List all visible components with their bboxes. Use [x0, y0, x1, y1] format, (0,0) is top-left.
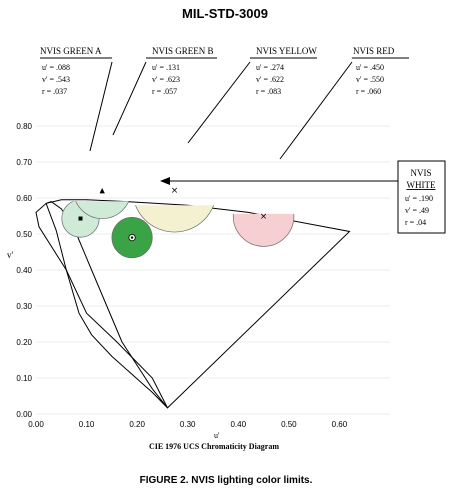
- region-nvis-green-b: [75, 201, 130, 219]
- yellow-r: r = .083: [256, 87, 281, 96]
- y-tick-label: 0.80: [16, 122, 32, 131]
- diagram-subtitle: CIE 1976 UCS Chromaticity Diagram: [149, 442, 279, 451]
- red-name: NVIS RED: [353, 46, 395, 56]
- x-tick-labels: 0.00 0.10 0.20 0.30 0.40 0.50 0.60: [28, 420, 348, 429]
- y-tick-label: 0.40: [16, 266, 32, 275]
- white-v: v' = .49: [405, 206, 429, 215]
- marker-1: ×: [171, 186, 179, 196]
- marker-2: ×: [260, 212, 268, 222]
- x-tick-label: 0.00: [28, 420, 44, 429]
- figure-caption: FIGURE 2. NVIS lighting color limits.: [140, 475, 313, 486]
- y-tick-label: 0.60: [16, 194, 32, 203]
- green-a-name: NVIS GREEN A: [40, 46, 102, 56]
- y-tick-label: 0.00: [16, 410, 32, 419]
- label-red: NVIS RED u' = .450 v' = .550 r = .060: [352, 46, 409, 96]
- x-tick-label: 0.10: [79, 420, 95, 429]
- white-label-box: [397, 160, 446, 234]
- marker-0: ▲: [100, 187, 106, 195]
- y-axis-label: v': [7, 250, 14, 260]
- arrow-white-head: [160, 177, 170, 185]
- arrow-red: [279, 61, 353, 160]
- annotation-arrows: [89, 61, 398, 185]
- nvis-regions: [61, 201, 295, 259]
- y-tick-labels: 0.00 0.10 0.20 0.30 0.40 0.50 0.60 0.70 0.80: [16, 122, 32, 419]
- center-marker-square: [78, 216, 83, 221]
- y-tick-label: 0.20: [16, 338, 32, 347]
- region-nvis-red: [232, 213, 295, 247]
- spectrum-locus-line: [45, 201, 168, 409]
- green-a-u: u' = .088: [42, 63, 70, 72]
- green-a-v: v' = .543: [42, 75, 70, 84]
- yellow-v: v' = .622: [256, 75, 284, 84]
- x-tick-label: 0.50: [281, 420, 297, 429]
- label-green-b: NVIS GREEN B u' = .131 v' = .623 r = .05…: [146, 46, 217, 96]
- x-tick-label: 0.40: [230, 420, 246, 429]
- white-name-top: NVIS: [410, 168, 431, 178]
- region-nvis-yellow: [135, 205, 215, 233]
- green-b-name: NVIS GREEN B: [152, 46, 214, 56]
- arrow-yellow: [187, 61, 251, 144]
- y-tick-label: 0.10: [16, 374, 32, 383]
- chart-markers: ▲ × ×: [100, 186, 268, 222]
- y-tick-label: 0.30: [16, 302, 32, 311]
- x-tick-label: 0.60: [332, 420, 348, 429]
- white-name-bottom: WHITE: [407, 180, 436, 190]
- plot-frame: [36, 108, 390, 414]
- arrow-green-b: [112, 61, 147, 136]
- grid-lines: [36, 125, 390, 415]
- y-tick-label: 0.70: [16, 158, 32, 167]
- yellow-name: NVIS YELLOW: [256, 46, 317, 56]
- x-tick-label: 0.30: [180, 420, 196, 429]
- y-tick-label: 0.50: [16, 230, 32, 239]
- green-b-r: r = .057: [152, 87, 177, 96]
- red-r: r = .060: [356, 87, 381, 96]
- x-tick-label: 0.20: [129, 420, 145, 429]
- yellow-u: u' = .274: [256, 63, 284, 72]
- green-b-u: u' = .131: [152, 63, 180, 72]
- white-u: u' = .190: [405, 194, 433, 203]
- x-axis-label: u': [214, 431, 220, 440]
- red-u: u' = .450: [356, 63, 384, 72]
- green-b-v: v' = .623: [152, 75, 180, 84]
- plot-area: 0.00 0.10 0.20 0.30 0.40 0.50 0.60 0.70 0.80 0.0…: [7, 108, 390, 451]
- arrow-green-a: [89, 61, 113, 152]
- page-title: MIL-STD-3009: [182, 6, 268, 21]
- label-green-a: NVIS GREEN A u' = .088 v' = .543 r = .03…: [40, 46, 112, 96]
- label-white-box: NVIS WHITE u' = .190 v' = .49 r = .04: [397, 160, 446, 234]
- green-a-r: r = .037: [42, 87, 67, 96]
- red-v: v' = .550: [356, 75, 384, 84]
- center-marker-dot: [130, 236, 134, 239]
- label-yellow: NVIS YELLOW u' = .274 v' = .622 r = .083: [250, 46, 317, 96]
- white-r: r = .04: [405, 218, 426, 227]
